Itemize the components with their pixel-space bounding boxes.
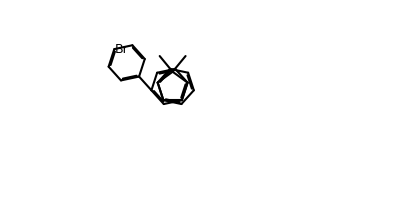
Text: Br: Br xyxy=(115,43,129,56)
